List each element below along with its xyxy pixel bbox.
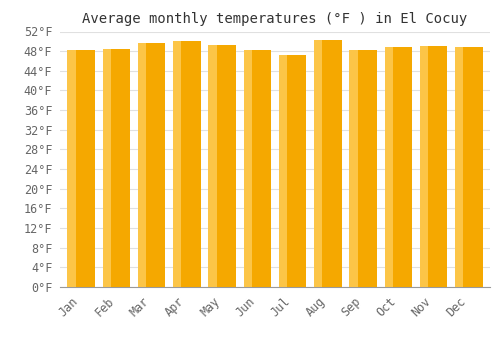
Bar xyxy=(138,43,146,287)
Bar xyxy=(350,50,358,287)
Bar xyxy=(314,40,322,287)
Bar xyxy=(102,49,130,287)
Bar xyxy=(68,50,76,287)
Bar xyxy=(208,45,236,287)
Bar xyxy=(244,50,271,287)
Bar xyxy=(455,47,464,287)
Bar xyxy=(138,43,166,287)
Bar xyxy=(350,50,377,287)
Bar xyxy=(314,40,342,287)
Bar xyxy=(384,47,393,287)
Bar xyxy=(420,46,428,287)
Bar xyxy=(420,46,448,287)
Bar xyxy=(279,55,306,287)
Title: Average monthly temperatures (°F ) in El Cocuy: Average monthly temperatures (°F ) in El… xyxy=(82,12,468,26)
Bar xyxy=(384,47,412,287)
Bar xyxy=(279,55,287,287)
Bar xyxy=(208,45,216,287)
Bar xyxy=(173,41,201,287)
Bar xyxy=(102,49,111,287)
Bar xyxy=(455,47,482,287)
Bar xyxy=(68,50,95,287)
Bar xyxy=(244,50,252,287)
Bar xyxy=(173,41,182,287)
